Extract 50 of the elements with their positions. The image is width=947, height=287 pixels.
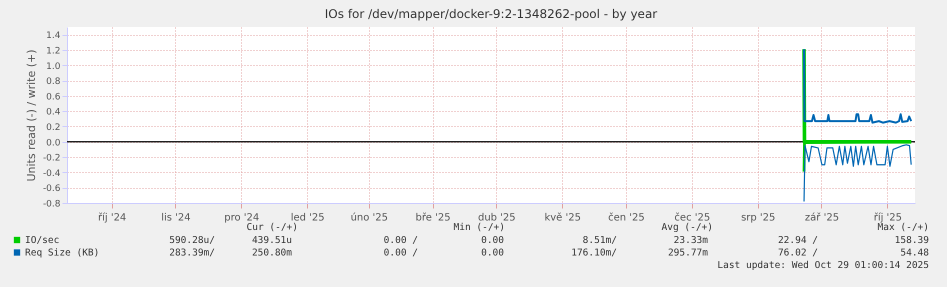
text: 54.48 (900, 248, 930, 258)
text: Max (-/+) (878, 222, 929, 233)
text: 22.94 / (778, 235, 818, 246)
y-tick-label: 0.0 (46, 138, 61, 148)
y-tick-label: -0.2 (42, 154, 60, 164)
x-tick-label: lis '24 (161, 212, 191, 224)
y-axis-title: Units read (-) / write (+) (24, 49, 38, 182)
y-tick-label: 0.6 (46, 92, 61, 102)
text: 0.00 / (384, 235, 418, 246)
y-tick-label: 0.4 (46, 108, 61, 118)
text: 8.51m/ (582, 235, 617, 246)
text: 283.39m/ (169, 248, 215, 258)
x-tick-label: říj '25 (874, 212, 902, 224)
x-tick-label: pro '24 (224, 212, 260, 224)
x-tick-label: srp '25 (741, 212, 776, 224)
text: 0.00 (481, 248, 504, 258)
text: Last update: Wed Oct 29 01:00:14 2025 (717, 260, 929, 271)
text: 590.28u/ (169, 235, 215, 246)
text: Cur (-/+) (246, 222, 298, 233)
text: Avg (-/+) (662, 222, 713, 233)
x-tick-label: čec '25 (674, 212, 710, 224)
y-tick-label: 1.4 (46, 31, 61, 42)
text: Min (-/+) (454, 222, 505, 233)
text: 0.00 / (384, 248, 418, 258)
x-tick-label: říj '24 (98, 212, 126, 224)
y-tick-label: 1.2 (46, 46, 60, 56)
x-tick-label: led '25 (290, 212, 325, 224)
text: 158.39 (894, 235, 930, 246)
text: 76.02 / (778, 248, 818, 258)
x-tick-label: čen '25 (608, 212, 645, 224)
x-tick-label: úno '25 (350, 212, 388, 224)
text: 250.80m (252, 248, 292, 258)
legend-label: IO/sec (25, 235, 60, 246)
text: 0.00 (481, 235, 504, 246)
y-tick-label: -0.8 (42, 200, 61, 210)
y-tick-label: 0.8 (46, 77, 61, 88)
text: 439.51u (252, 235, 292, 246)
text: 23.33m (674, 235, 708, 246)
y-tick-label: 1.0 (46, 62, 61, 72)
chart-title: IOs for /dev/mapper/docker-9:2-1348262-pool - by year (324, 7, 658, 21)
y-tick-label: -0.6 (42, 184, 61, 194)
x-tick-label: bře '25 (416, 212, 451, 224)
y-tick-label: 0.2 (46, 122, 60, 133)
text: 176.10m/ (571, 248, 617, 258)
legend-label: Req Size (KB) (25, 248, 100, 258)
x-tick-label: dub '25 (478, 212, 516, 224)
text: 295.77m (668, 248, 708, 258)
x-tick-label: zář '25 (804, 212, 840, 224)
y-tick-label: -0.4 (42, 168, 61, 179)
x-tick-label: kvě '25 (544, 212, 581, 224)
